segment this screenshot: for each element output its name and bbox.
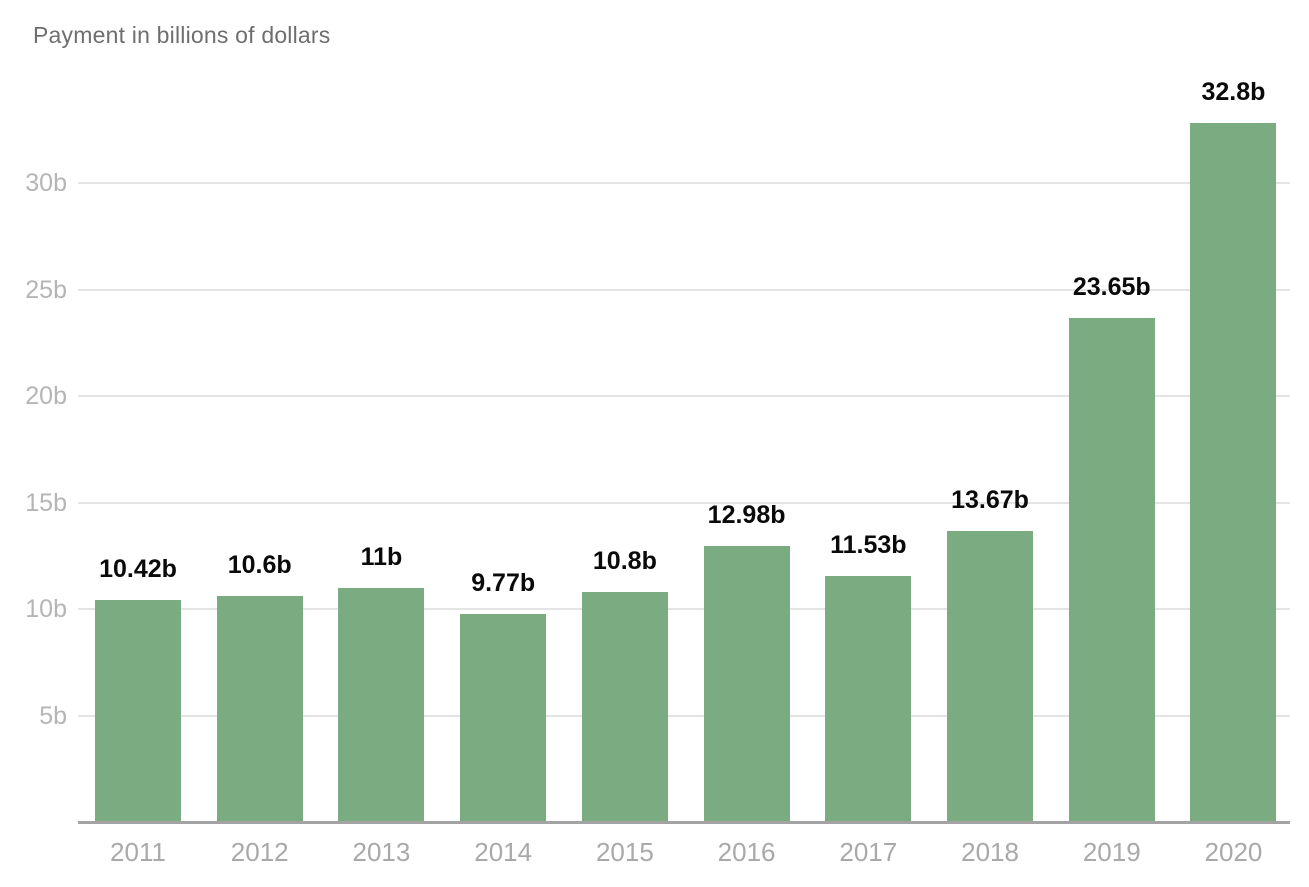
x-tick-label-2013: 2013 bbox=[352, 837, 411, 867]
gridline-5b bbox=[78, 714, 1290, 717]
gridline-10b bbox=[78, 608, 1290, 610]
bar-2018 bbox=[947, 530, 1034, 822]
bar-2012 bbox=[216, 596, 303, 822]
chart-title: Payment in billions of dollars bbox=[33, 22, 331, 48]
bar-2016 bbox=[703, 545, 790, 822]
x-tick-label-2012: 2012 bbox=[230, 837, 289, 867]
bar-value-label-2012: 10.6b bbox=[227, 551, 292, 580]
x-axis-line bbox=[78, 821, 1290, 824]
bar-value-label-2019: 23.65b bbox=[1072, 273, 1151, 302]
bar-2013 bbox=[338, 587, 425, 822]
y-tick-label-25b: 25b bbox=[25, 275, 67, 304]
x-tick-label-2016: 2016 bbox=[717, 837, 776, 867]
x-tick-label-2014: 2014 bbox=[474, 837, 533, 867]
bar-value-label-2016: 12.98b bbox=[707, 500, 786, 529]
bar-value-label-2013: 11b bbox=[360, 542, 403, 571]
bar-2019 bbox=[1068, 318, 1155, 822]
x-tick-label-2020: 2020 bbox=[1204, 837, 1263, 867]
bar-2015 bbox=[581, 591, 668, 822]
bar-2011 bbox=[95, 600, 181, 822]
bar-2017 bbox=[825, 576, 912, 822]
gridline-20b bbox=[78, 395, 1290, 397]
y-tick-label-30b: 30b bbox=[25, 169, 67, 197]
bar-2020 bbox=[1190, 123, 1277, 822]
gridline-30b bbox=[78, 182, 1290, 184]
gridline-25b bbox=[78, 288, 1290, 291]
bar-value-label-2020: 32.8b bbox=[1201, 78, 1266, 107]
y-tick-label-15b: 15b bbox=[25, 488, 67, 517]
bar-value-label-2011: 10.42b bbox=[99, 555, 177, 584]
bar-value-label-2017: 11.53b bbox=[830, 531, 907, 560]
bar-value-label-2015: 10.8b bbox=[592, 546, 657, 575]
x-tick-label-2017: 2017 bbox=[839, 837, 898, 867]
x-tick-label-2011: 2011 bbox=[110, 837, 166, 867]
y-tick-label-5b: 5b bbox=[39, 701, 67, 730]
bar-value-label-2018: 13.67b bbox=[951, 485, 1029, 514]
x-tick-label-2019: 2019 bbox=[1082, 837, 1141, 867]
y-tick-label-10b: 10b bbox=[25, 595, 67, 623]
x-tick-label-2018: 2018 bbox=[961, 837, 1019, 867]
bar-2014 bbox=[460, 613, 547, 822]
gridline-15b bbox=[78, 501, 1290, 504]
x-tick-label-2015: 2015 bbox=[595, 837, 654, 867]
bar-value-label-2014: 9.77b bbox=[471, 568, 536, 597]
y-tick-label-20b: 20b bbox=[25, 382, 67, 410]
